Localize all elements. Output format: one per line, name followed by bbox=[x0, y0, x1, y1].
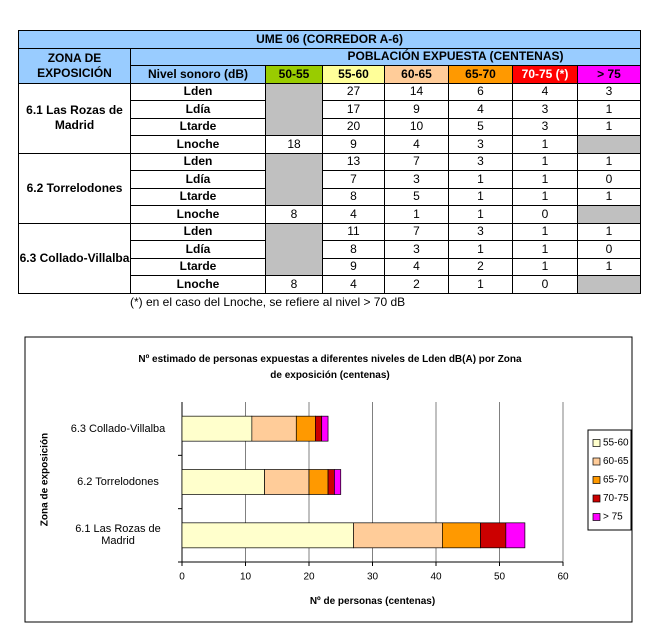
level-name: Lnoche bbox=[130, 135, 266, 154]
value-cell: 1 bbox=[448, 275, 513, 294]
range-header: 65-70 bbox=[448, 65, 513, 84]
table-title: UME 06 (CORREDOR A-6) bbox=[17, 30, 642, 49]
level-name: Lnoche bbox=[130, 205, 266, 224]
empty-cell bbox=[576, 205, 642, 224]
empty-cell bbox=[576, 135, 642, 154]
value-cell: 8 bbox=[265, 275, 323, 294]
legend-swatch bbox=[592, 494, 601, 503]
bar-segment bbox=[327, 469, 335, 495]
empty-cell bbox=[265, 152, 323, 206]
noise-table: UME 06 (CORREDOR A-6) ZONA DE EXPOSICIÓN P… bbox=[17, 30, 642, 294]
x-tick-label: 50 bbox=[494, 572, 506, 583]
bar-segment bbox=[505, 522, 526, 549]
bar-segment bbox=[181, 469, 265, 495]
population-header: POBLACIÓN EXPUESTA (CENTENAS) bbox=[129, 47, 642, 66]
range-header: 70-75 (*) bbox=[512, 65, 578, 84]
legend-label: 65-70 bbox=[603, 475, 629, 486]
empty-cell bbox=[265, 82, 323, 136]
legend-label: > 75 bbox=[603, 512, 623, 523]
table-row: 6.1 Las Rozas de Madrid Lden 27 14 6 4 3 bbox=[18, 82, 642, 154]
table-row: 6.3 Collado-Villalba Lden 11 7 3 1 1 bbox=[18, 222, 642, 294]
table-row: UME 06 (CORREDOR A-6) bbox=[17, 30, 642, 49]
legend-swatch bbox=[592, 439, 601, 447]
y-tick-label: 6.1 Las Rozas de Madrid bbox=[75, 523, 161, 548]
legend-label: 55-60 bbox=[603, 438, 629, 449]
legend-swatch bbox=[592, 457, 601, 466]
x-axis-title: Nº de personas (centenas) bbox=[309, 596, 436, 607]
bar-segment bbox=[264, 469, 310, 495]
bar-segment bbox=[442, 522, 481, 549]
x-tick-label: 40 bbox=[430, 572, 442, 583]
x-tick-label: 30 bbox=[367, 572, 379, 583]
chart-title: Nº estimado de personas expuestas a dife… bbox=[138, 354, 522, 381]
range-header: 55-60 bbox=[322, 65, 385, 84]
table-row: Ltarde 8 5 1 1 1 bbox=[19, 187, 642, 206]
bar-segment bbox=[308, 469, 329, 495]
bar-segment bbox=[315, 415, 323, 442]
value-cell: 27 bbox=[322, 82, 385, 101]
bar-segment bbox=[480, 522, 507, 549]
legend-label: 60-65 bbox=[603, 456, 629, 467]
level-name: Ldía bbox=[130, 100, 266, 119]
table-row: 6.2 Torrelodones Lden 13 7 3 1 1 bbox=[18, 152, 642, 224]
value-cell: 2 bbox=[384, 275, 449, 294]
y-tick-label: 6.2 Torrelodones bbox=[77, 476, 159, 488]
table-note: (*) en el caso del Lnoche, se refiere al… bbox=[130, 295, 406, 309]
x-tick-label: 10 bbox=[240, 572, 252, 583]
level-header: Nivel sonoro (dB) bbox=[130, 65, 266, 84]
legend-swatch bbox=[592, 476, 601, 484]
empty-cell bbox=[265, 222, 323, 276]
zone-name: 6.3 Collado-Villalba bbox=[18, 222, 131, 294]
legend-swatch bbox=[592, 513, 601, 521]
table-row: Nivel sonoro (dB) 50-55 55-60 60-65 65-70 70-… bbox=[19, 65, 642, 84]
bar-segment bbox=[181, 415, 253, 442]
bar-segment bbox=[321, 415, 329, 442]
x-tick-label: 0 bbox=[179, 572, 185, 583]
table-row: Ldía 7 3 1 1 0 bbox=[19, 170, 642, 189]
table-row: Lnoche 8 4 2 1 0 bbox=[19, 275, 642, 294]
empty-cell bbox=[576, 275, 642, 294]
table-row: ZONA DE EXPOSICIÓN POBLACIÓN EXPUESTA (CE… bbox=[18, 47, 642, 84]
y-tick-label: 6.3 Collado-Villalba bbox=[70, 422, 166, 435]
bar-segment bbox=[295, 415, 316, 442]
bar-segment bbox=[181, 522, 354, 549]
legend-label: 70-75 bbox=[603, 493, 629, 504]
zone-name: 6.1 Las Rozas de Madrid bbox=[18, 82, 131, 154]
x-tick-label: 60 bbox=[557, 572, 569, 583]
bar-segment bbox=[353, 522, 443, 549]
table-row: Lnoche 18 9 4 3 1 bbox=[19, 135, 642, 154]
level-name: Lden bbox=[130, 152, 266, 171]
y-axis-title: Zona de exposición bbox=[39, 432, 51, 527]
value-cell: 4 bbox=[322, 275, 385, 294]
x-tick-label: 20 bbox=[303, 572, 315, 583]
bar-segment bbox=[251, 415, 297, 442]
zone-name: 6.2 Torrelodones bbox=[18, 152, 131, 224]
bar-segment bbox=[334, 469, 342, 495]
range-header: 50-55 bbox=[265, 65, 323, 84]
